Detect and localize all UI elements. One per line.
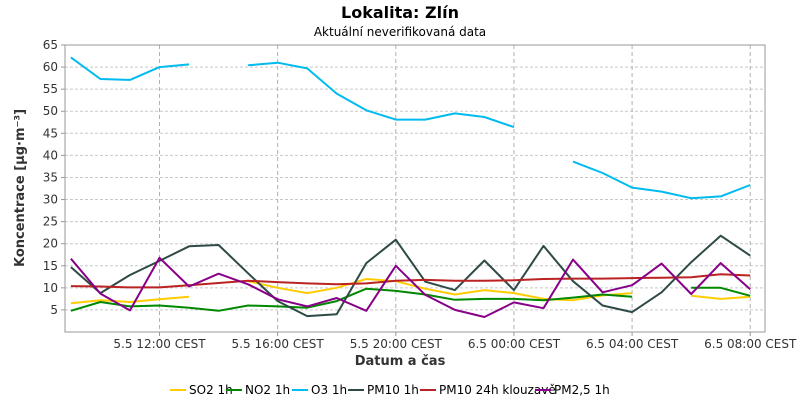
chart-subtitle: Aktuální neverifikovaná data bbox=[314, 25, 486, 39]
legend: SO2 1h NO2 1h O3 1h PM10 1h PM10 24h klouzav… bbox=[170, 383, 610, 397]
y-tick-label: 25 bbox=[43, 215, 58, 229]
x-tick-label: 5.5 16:00 CEST bbox=[232, 337, 325, 351]
y-tick-label: 30 bbox=[43, 193, 58, 207]
y-tick-label: 10 bbox=[43, 281, 58, 295]
legend-label: PM10 1h bbox=[367, 383, 419, 397]
y-tick-label: 15 bbox=[43, 259, 58, 273]
x-tick-label: 6.5 04:00 CEST bbox=[586, 337, 679, 351]
chart-title: Lokalita: Zlín bbox=[341, 3, 459, 22]
legend-label: PM2,5 1h bbox=[554, 383, 610, 397]
plot-frame bbox=[64, 44, 766, 333]
legend-item: PM2,5 1h bbox=[535, 383, 610, 397]
series-line-pm10-1h bbox=[70, 234, 751, 318]
series-line-so2-1h bbox=[70, 278, 751, 305]
y-tick-label: 50 bbox=[43, 104, 58, 118]
x-axis: 5.5 12:00 CEST 5.5 16:00 CEST 5.5 20:00 CE… bbox=[113, 332, 797, 351]
y-tick-label: 5 bbox=[50, 303, 58, 317]
y-tick-label: 65 bbox=[43, 38, 58, 52]
y-tick-label: 20 bbox=[43, 237, 58, 251]
legend-item: SO2 1h bbox=[170, 383, 233, 397]
legend-item: PM10 1h bbox=[348, 383, 419, 397]
series-line-pm2-5-1h bbox=[70, 256, 751, 318]
x-tick-label: 6.5 08:00 CEST bbox=[704, 337, 797, 351]
y-tick-label: 45 bbox=[43, 126, 58, 140]
y-tick-label: 60 bbox=[43, 60, 58, 74]
x-tick-label: 5.5 20:00 CEST bbox=[350, 337, 443, 351]
x-tick-label: 5.5 12:00 CEST bbox=[113, 337, 206, 351]
y-tick-label: 35 bbox=[43, 170, 58, 184]
legend-item: PM10 24h klouzavě bbox=[420, 383, 556, 397]
series-line-o3-1h bbox=[70, 56, 751, 200]
series-line-no2-1h bbox=[70, 286, 751, 312]
series-lines bbox=[70, 56, 751, 318]
x-tick-label: 6.5 00:00 CEST bbox=[468, 337, 561, 351]
legend-label: SO2 1h bbox=[189, 383, 233, 397]
legend-item: O3 1h bbox=[292, 383, 347, 397]
y-axis-label: Koncentrace [µg·m⁻³] bbox=[13, 109, 28, 267]
legend-label: NO2 1h bbox=[245, 383, 290, 397]
y-tick-label: 55 bbox=[43, 82, 58, 96]
legend-label: O3 1h bbox=[311, 383, 347, 397]
y-tick-label: 40 bbox=[43, 148, 58, 162]
y-axis: 5 10 15 20 25 30 35 40 45 50 55 60 65 bbox=[43, 38, 65, 317]
legend-label: PM10 24h klouzavě bbox=[439, 383, 556, 397]
x-axis-label: Datum a čas bbox=[355, 354, 446, 369]
legend-item: NO2 1h bbox=[226, 383, 290, 397]
